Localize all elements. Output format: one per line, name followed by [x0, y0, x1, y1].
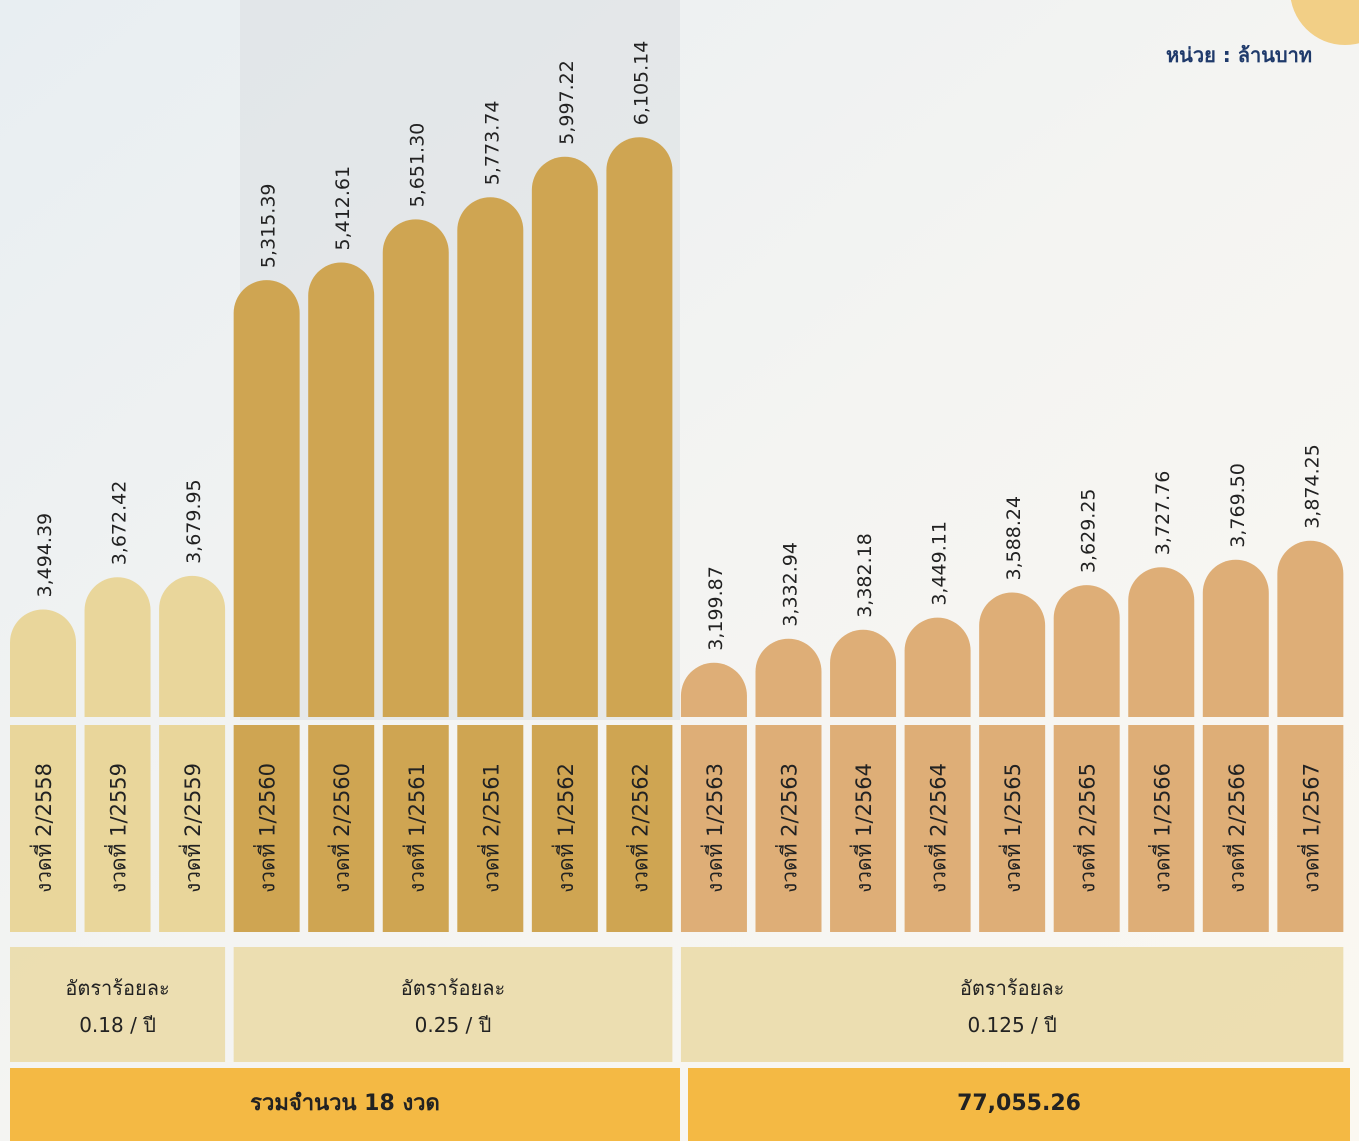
value-label: 3,672.42 [109, 481, 131, 566]
bar [606, 137, 672, 717]
rate-value: 0.25 / ปี [415, 1013, 492, 1037]
footer-text: รวมจำนวน 18 งวด [250, 1091, 440, 1116]
rate-value: 0.18 / ปี [79, 1013, 156, 1037]
bar [159, 576, 225, 717]
bar [308, 263, 374, 717]
category-label: งวดที่ 1/2559 [104, 763, 131, 893]
category-label: งวดที่ 1/2562 [551, 763, 578, 893]
value-label: 3,874.25 [1301, 444, 1323, 529]
unit-label: หน่วย : ล้านบาท [1166, 43, 1312, 67]
category-label: งวดที่ 1/2565 [998, 763, 1025, 893]
bar [532, 157, 598, 717]
rate-box [10, 947, 225, 1062]
category-label: งวดที่ 2/2560 [327, 763, 354, 893]
value-label: 5,773.74 [481, 101, 503, 186]
value-label: 6,105.14 [630, 41, 652, 126]
value-label: 3,494.39 [34, 513, 56, 598]
bar [85, 577, 151, 717]
bar [1277, 541, 1343, 717]
bar [457, 197, 523, 717]
bar [905, 618, 971, 717]
category-label: งวดที่ 1/2567 [1296, 763, 1323, 893]
category-label: งวดที่ 1/2564 [849, 763, 876, 893]
value-label: 5,997.22 [556, 60, 578, 145]
category-label: งวดที่ 2/2558 [29, 763, 56, 893]
value-label: 3,382.18 [854, 533, 876, 618]
value-label: 3,629.25 [1078, 488, 1100, 573]
value-label: 5,651.30 [407, 123, 429, 208]
value-label: 3,199.87 [705, 566, 727, 651]
category-label: งวดที่ 1/2560 [253, 763, 280, 893]
value-label: 3,679.95 [183, 479, 205, 564]
bar [1128, 567, 1194, 717]
bar [830, 630, 896, 717]
category-label: งวดที่ 2/2566 [1222, 763, 1249, 893]
bar [1203, 560, 1269, 717]
rate-title: อัตราร้อยละ [65, 976, 169, 1000]
rate-box [234, 947, 673, 1062]
value-label: 5,412.61 [332, 166, 354, 251]
category-label: งวดที่ 1/2563 [700, 763, 727, 893]
bar [979, 593, 1045, 717]
rate-value: 0.125 / ปี [967, 1013, 1056, 1037]
rate-title: อัตราร้อยละ [960, 976, 1064, 1000]
value-label: 3,588.24 [1003, 496, 1025, 581]
category-label: งวดที่ 1/2566 [1147, 763, 1174, 893]
bar [756, 639, 822, 717]
value-label: 3,727.76 [1152, 471, 1174, 556]
bar [10, 609, 76, 717]
rate-box [681, 947, 1343, 1062]
value-label: 3,332.94 [780, 542, 802, 627]
category-label: งวดที่ 2/2564 [924, 763, 951, 893]
category-label: งวดที่ 2/2563 [775, 763, 802, 893]
rate-title: อัตราร้อยละ [401, 976, 505, 1000]
value-label: 3,449.11 [929, 521, 951, 606]
category-label: งวดที่ 2/2559 [178, 763, 205, 893]
bar [383, 219, 449, 717]
bar [1054, 585, 1120, 717]
footer-text: 77,055.26 [957, 1091, 1081, 1116]
value-label: 5,315.39 [258, 183, 280, 268]
category-label: งวดที่ 2/2565 [1073, 763, 1100, 893]
value-label: 3,769.50 [1227, 463, 1249, 548]
category-label: งวดที่ 2/2561 [476, 763, 503, 893]
chart: หน่วย : ล้านบาท 3,494.39 งวดที่ 2/2558 3,6… [0, 0, 1359, 1141]
category-label: งวดที่ 1/2561 [402, 763, 429, 893]
bar [234, 280, 300, 717]
category-label: งวดที่ 2/2562 [625, 763, 652, 893]
